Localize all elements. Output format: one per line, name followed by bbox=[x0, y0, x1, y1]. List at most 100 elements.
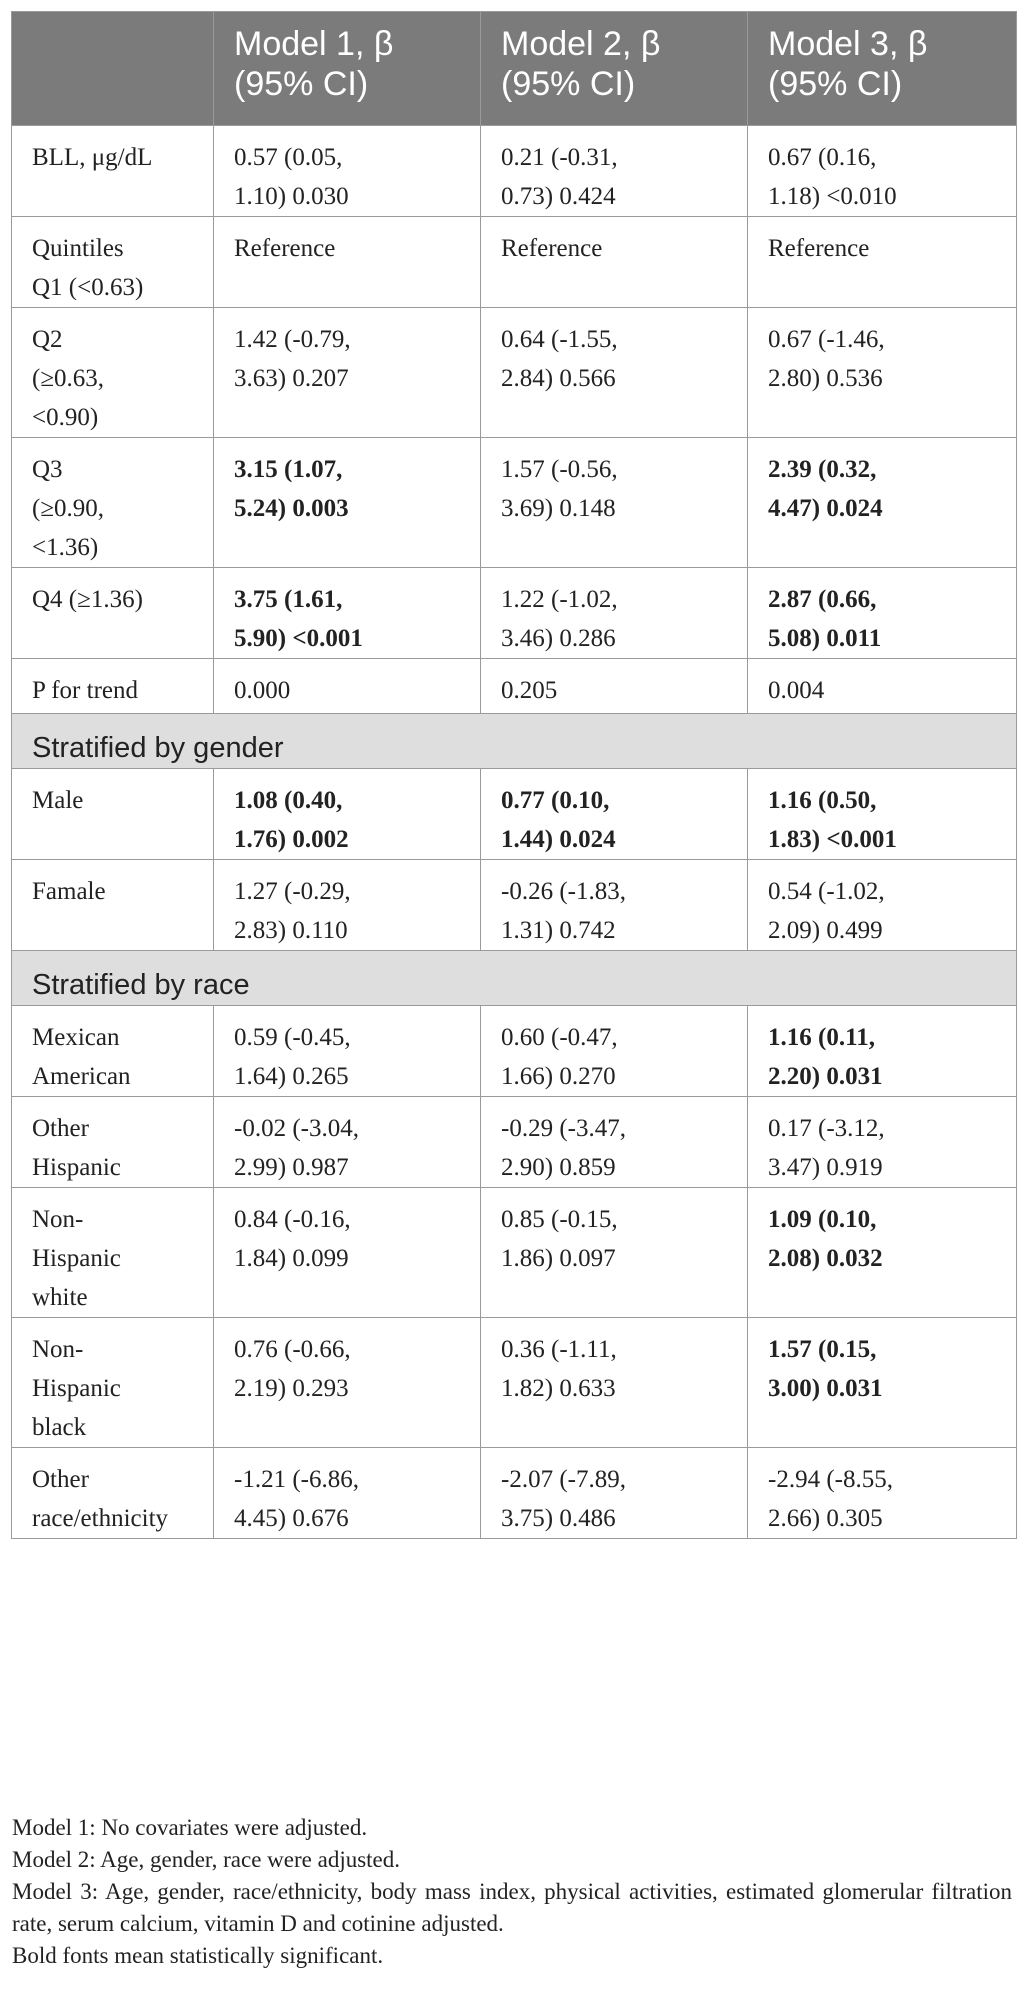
model-3-cell: 0.67 (-1.46, 2.80) 0.536 bbox=[747, 307, 1017, 438]
header-row: Model 1, β (95% CI) Model 2, β (95% CI) … bbox=[11, 11, 1017, 126]
model-3-cell: 1.57 (0.15, 3.00) 0.031 bbox=[747, 1317, 1017, 1448]
table-row: Non- Hispanic black 0.76 (-0.66, 2.19) 0.293… bbox=[11, 1317, 1017, 1448]
model-2-cell: -0.26 (-1.83, 1.31) 0.742 bbox=[480, 859, 748, 951]
model-1-cell: 1.27 (-0.29, 2.83) 0.110 bbox=[213, 859, 481, 951]
row-label: Famale bbox=[11, 859, 214, 951]
model-3-cell: 1.16 (0.50, 1.83) <0.001 bbox=[747, 768, 1017, 860]
row-label-line: <0.90) bbox=[32, 404, 99, 431]
table-row: Mexican American 0.59 (-0.45, 1.64) 0.265 0.… bbox=[11, 1005, 1017, 1097]
footnote-model-2: Model 2: Age, gender, race were adjusted… bbox=[12, 1847, 401, 1872]
cell-value-line: 2.87 (0.66, bbox=[768, 586, 877, 613]
model-1-cell: 0.59 (-0.45, 1.64) 0.265 bbox=[213, 1005, 481, 1097]
model-3-cell: 0.17 (-3.12, 3.47) 0.919 bbox=[747, 1096, 1017, 1188]
row-label-line: Famale bbox=[32, 878, 106, 905]
table-row: Famale 1.27 (-0.29, 2.83) 0.110 -0.26 (-1.8… bbox=[11, 859, 1017, 951]
model-3-cell: 1.09 (0.10, 2.08) 0.032 bbox=[747, 1187, 1017, 1318]
section-title: Stratified by race bbox=[11, 950, 1017, 1006]
row-label-line: (≥0.90, bbox=[32, 495, 105, 522]
cell-value-line: 2.80) 0.536 bbox=[768, 365, 883, 392]
model-1-cell: -1.21 (-6.86, 4.45) 0.676 bbox=[213, 1447, 481, 1539]
cell-value-line: 2.99) 0.987 bbox=[234, 1154, 349, 1181]
header-model-2-line-2: (95% CI) bbox=[501, 65, 636, 103]
cell-value-line: 0.17 (-3.12, bbox=[768, 1115, 885, 1142]
model-1-cell: 0.84 (-0.16, 1.84) 0.099 bbox=[213, 1187, 481, 1318]
row-label-line: Hispanic bbox=[32, 1245, 121, 1272]
table-row: Other race/ethnicity -1.21 (-6.86, 4.45) 0.… bbox=[11, 1447, 1017, 1539]
row-label: Male bbox=[11, 768, 214, 860]
cell-value-line: 0.67 (-1.46, bbox=[768, 326, 885, 353]
cell-value-line: 0.36 (-1.11, bbox=[501, 1336, 617, 1363]
cell-value-line: 1.08 (0.40, bbox=[234, 787, 343, 814]
header-model-1: Model 1, β (95% CI) bbox=[213, 11, 481, 126]
cell-value-line: 5.08) 0.011 bbox=[768, 625, 882, 652]
table-row: Q2 (≥0.63, <0.90) 1.42 (-0.79, 3.63) 0.207 0.… bbox=[11, 307, 1017, 438]
cell-value-line: 0.205 bbox=[501, 677, 558, 704]
table-row: BLL, μg/dL 0.57 (0.05, 1.10) 0.030 0.21 (-0… bbox=[11, 125, 1017, 217]
model-1-cell: 1.08 (0.40, 1.76) 0.002 bbox=[213, 768, 481, 860]
model-2-cell: -0.29 (-3.47, 2.90) 0.859 bbox=[480, 1096, 748, 1188]
cell-value-line: 3.47) 0.919 bbox=[768, 1154, 883, 1181]
cell-value-line: 1.82) 0.633 bbox=[501, 1375, 616, 1402]
cell-value-line: 1.64) 0.265 bbox=[234, 1063, 349, 1090]
cell-value-line: -0.02 (-3.04, bbox=[234, 1115, 359, 1142]
cell-value-line: 1.84) 0.099 bbox=[234, 1245, 349, 1272]
row-label-line: Q3 bbox=[32, 456, 63, 483]
row-label: Other race/ethnicity bbox=[11, 1447, 214, 1539]
cell-value-line: 1.86) 0.097 bbox=[501, 1245, 616, 1272]
cell-value-line: 1.44) 0.024 bbox=[501, 826, 616, 853]
cell-value-line: 5.90) <0.001 bbox=[234, 625, 363, 652]
cell-value-line: 3.75 (1.61, bbox=[234, 586, 343, 613]
model-3-cell: 2.39 (0.32, 4.47) 0.024 bbox=[747, 437, 1017, 568]
cell-value-line: 1.42 (-0.79, bbox=[234, 326, 351, 353]
cell-value-line: 0.85 (-0.15, bbox=[501, 1206, 618, 1233]
section-title: Stratified by gender bbox=[11, 713, 1017, 769]
model-2-cell: 0.85 (-0.15, 1.86) 0.097 bbox=[480, 1187, 748, 1318]
model-1-cell: Reference bbox=[213, 216, 481, 308]
row-label-line: white bbox=[32, 1284, 88, 1311]
row-label-line: Q2 bbox=[32, 326, 63, 353]
cell-value-line: 1.83) <0.001 bbox=[768, 826, 897, 853]
model-3-cell: 0.54 (-1.02, 2.09) 0.499 bbox=[747, 859, 1017, 951]
table-row: Q3 (≥0.90, <1.36) 3.15 (1.07, 5.24) 0.003 1.5… bbox=[11, 437, 1017, 568]
header-model-1-line-1: Model 1, β bbox=[234, 25, 394, 63]
row-label: Quintiles Q1 (<0.63) bbox=[11, 216, 214, 308]
row-label-line: Non- bbox=[32, 1206, 84, 1233]
row-label-line: Quintiles bbox=[32, 235, 124, 262]
row-label-line: Other bbox=[32, 1115, 89, 1142]
row-label: Non- Hispanic black bbox=[11, 1317, 214, 1448]
table-footnotes: Model 1: No covariates were adjusted. Mo… bbox=[12, 1812, 1012, 1972]
cell-value-line: 0.67 (0.16, bbox=[768, 144, 877, 171]
cell-value-line: 3.69) 0.148 bbox=[501, 495, 616, 522]
cell-value-line: 2.09) 0.499 bbox=[768, 917, 883, 944]
cell-value-line: 1.09 (0.10, bbox=[768, 1206, 877, 1233]
cell-value-line: 4.47) 0.024 bbox=[768, 495, 883, 522]
model-2-cell: 1.57 (-0.56, 3.69) 0.148 bbox=[480, 437, 748, 568]
cell-value-line: 2.20) 0.031 bbox=[768, 1063, 883, 1090]
cell-value-line: -0.29 (-3.47, bbox=[501, 1115, 626, 1142]
model-2-cell: 0.36 (-1.11, 1.82) 0.633 bbox=[480, 1317, 748, 1448]
header-model-3-line-1: Model 3, β bbox=[768, 25, 928, 63]
cell-value-line: 4.45) 0.676 bbox=[234, 1505, 349, 1532]
row-label: Other Hispanic bbox=[11, 1096, 214, 1188]
row-label-line: Hispanic bbox=[32, 1154, 121, 1181]
model-3-cell: 0.004 bbox=[747, 658, 1017, 714]
cell-value-line: 1.16 (0.11, bbox=[768, 1024, 875, 1051]
cell-value-line: 1.16 (0.50, bbox=[768, 787, 877, 814]
cell-value-line: 1.31) 0.742 bbox=[501, 917, 616, 944]
model-1-cell: 3.15 (1.07, 5.24) 0.003 bbox=[213, 437, 481, 568]
model-3-cell: 0.67 (0.16, 1.18) <0.010 bbox=[747, 125, 1017, 217]
row-label-line: BLL, μg/dL bbox=[32, 144, 153, 171]
model-1-cell: 1.42 (-0.79, 3.63) 0.207 bbox=[213, 307, 481, 438]
row-label-line: American bbox=[32, 1063, 131, 1090]
table-row: P for trend 0.000 0.205 0.004 bbox=[11, 658, 1017, 714]
cell-value-line: 0.000 bbox=[234, 677, 291, 704]
row-label-line: <1.36) bbox=[32, 534, 99, 561]
model-3-cell: -2.94 (-8.55, 2.66) 0.305 bbox=[747, 1447, 1017, 1539]
cell-value-line: 0.59 (-0.45, bbox=[234, 1024, 351, 1051]
header-model-3-line-2: (95% CI) bbox=[768, 65, 903, 103]
row-label-line: Non- bbox=[32, 1336, 84, 1363]
row-label-line: Hispanic bbox=[32, 1375, 121, 1402]
model-2-cell: 1.22 (-1.02, 3.46) 0.286 bbox=[480, 567, 748, 659]
row-label-line: (≥0.63, bbox=[32, 365, 105, 392]
cell-value-line: 0.76 (-0.66, bbox=[234, 1336, 351, 1363]
